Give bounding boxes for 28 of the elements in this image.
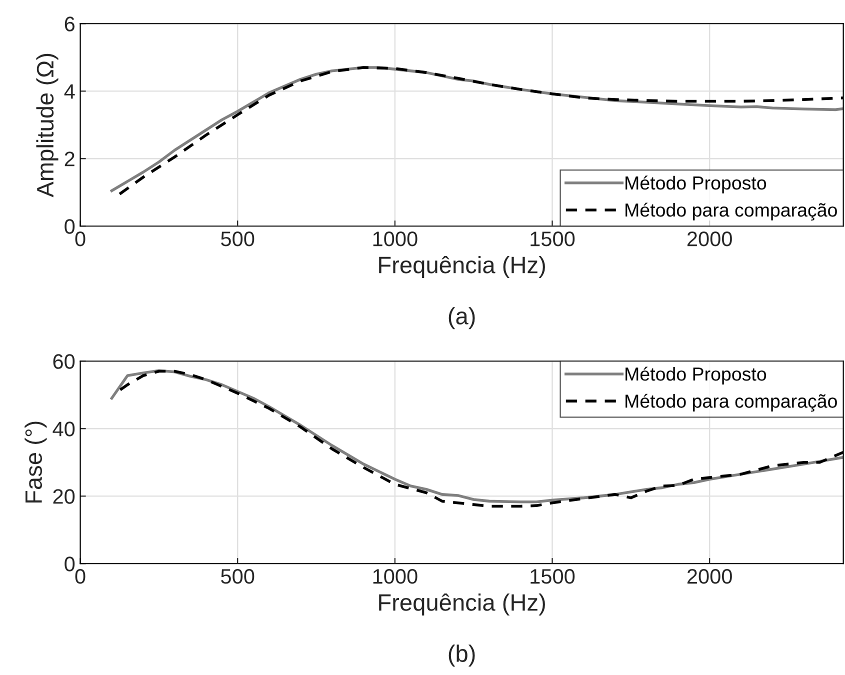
x-tick-label: 1500 (530, 569, 575, 584)
x-tick-label: 500 (221, 569, 254, 584)
legend-label: Método Proposto (626, 366, 766, 384)
y-tick-label: 0 (64, 556, 75, 572)
x-tick-label: 500 (221, 232, 254, 246)
y-tick-label: 2 (64, 152, 74, 166)
y-axis-title: Fase (°) (24, 422, 47, 503)
y-tick-label: 20 (53, 489, 75, 504)
x-tick-label: 1000 (373, 232, 418, 246)
y-tick-label: 0 (64, 219, 75, 234)
text: (b) (448, 644, 475, 667)
legend-label: Método para comparação (626, 394, 837, 412)
x-tick-label: 2000 (687, 232, 732, 246)
legend-label: Método para comparação (626, 202, 837, 220)
x-axis-title: Frequência (Hz) (379, 256, 545, 278)
y-tick-label: 60 (53, 354, 75, 369)
x-tick-label: 1000 (373, 569, 418, 584)
x-axis-title: Frequência (Hz) (379, 593, 545, 616)
x-tick-label: 0 (75, 232, 86, 246)
y-tick-label: 40 (52, 422, 75, 436)
text: (a) (448, 307, 475, 330)
y-tick-label: 6 (64, 16, 74, 32)
x-tick-label: 1500 (530, 232, 575, 246)
x-tick-label: 2000 (687, 569, 732, 584)
legend-label: Método Proposto (626, 176, 766, 194)
x-tick-label: 0 (75, 569, 86, 584)
y-axis-title: Amplitude (Ω) (36, 54, 58, 198)
y-tick-label: 4 (64, 84, 75, 99)
